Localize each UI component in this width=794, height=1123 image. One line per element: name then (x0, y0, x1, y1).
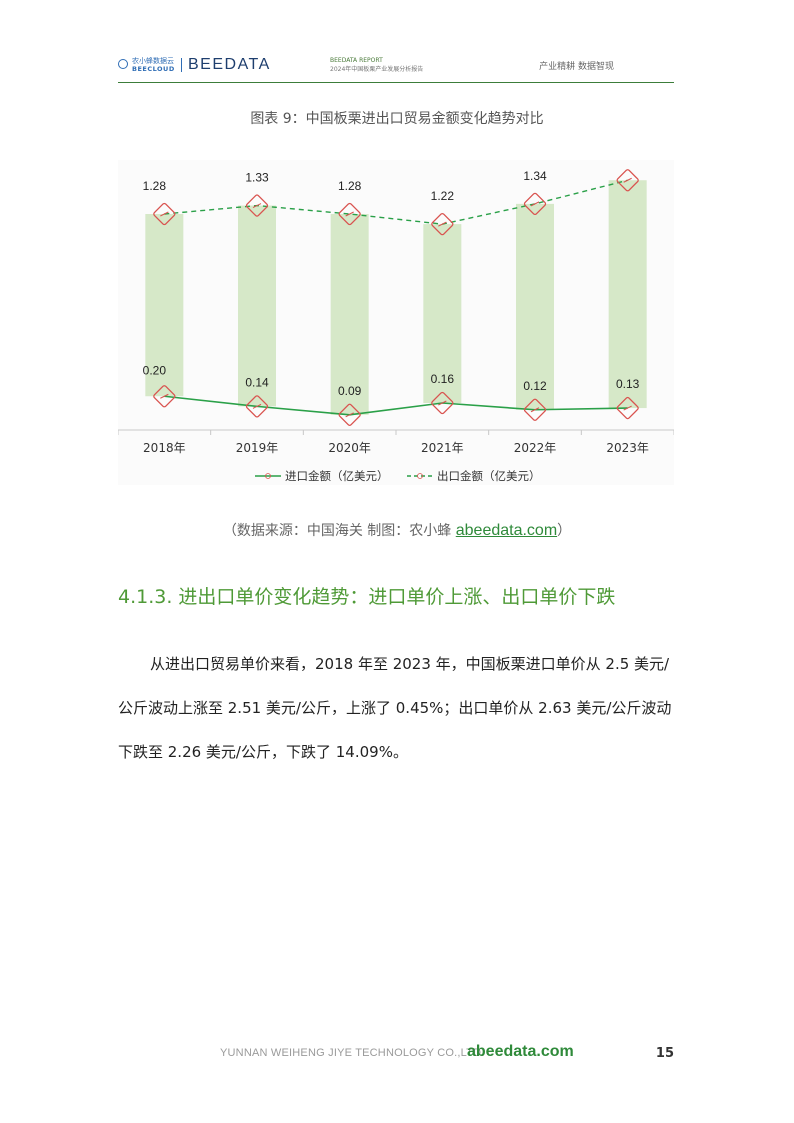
logo-divider (181, 58, 182, 72)
import-data-label: 0.09 (338, 384, 362, 398)
import-data-label: 0.12 (523, 379, 547, 393)
chart-background (118, 160, 674, 485)
import-point-marker-stroke (345, 412, 354, 418)
export-point-marker-stroke (160, 211, 169, 217)
export-data-label: 1.28 (338, 179, 362, 193)
export-data-label: 1.28 (143, 179, 167, 193)
logo-en-text: BEECLOUD (132, 65, 175, 73)
header-tagline: 产业精耕 数据智现 (539, 62, 614, 72)
export-point-marker (616, 169, 639, 192)
report-title: BEEDATA REPORT 2024年中国板栗产业发展分析报告 (330, 56, 423, 74)
export-point-marker (431, 212, 454, 236)
import-point-marker (616, 396, 639, 420)
export-data-label: 1.33 (245, 171, 269, 185)
export-point-marker-stroke (438, 221, 447, 227)
source-text: （数据来源：中国海关 制图：农小蜂 (222, 523, 456, 539)
range-bar (423, 224, 462, 403)
export-data-label: 1.22 (431, 189, 455, 203)
footer-company: YUNNAN WEIHENG JIYE TECHNOLOGY CO.,LTD. (220, 1047, 485, 1059)
footer-site-link[interactable]: abeedata.com (467, 1043, 574, 1060)
logo: 农小蜂数据云 BEECLOUD (132, 57, 175, 73)
export-point-marker (523, 192, 547, 216)
range-bar (238, 205, 276, 407)
x-tick-label: 2023年 (606, 441, 649, 455)
section-heading: 4.1.3. 进出口单价变化趋势：进口单价上涨、出口单价下跌 (118, 586, 616, 608)
import-point-marker (431, 391, 454, 415)
import-point-marker (338, 403, 361, 426)
source-close: ） (557, 523, 572, 539)
range-bar (608, 180, 647, 409)
series-line-export (164, 179, 628, 225)
export-point-marker-stroke (345, 211, 354, 217)
body-paragraph: 从进出口贸易单价来看，2018 年至 2023 年，中国板栗进口单价从 2.5 … (118, 642, 678, 774)
bee-logo-icon (118, 59, 128, 69)
range-bar (516, 203, 554, 410)
legend-export-marker (417, 473, 423, 479)
export-point-marker-stroke (530, 201, 540, 207)
logo-cn-text: 农小蜂数据云 (132, 57, 174, 65)
range-bar (330, 214, 369, 415)
page-number: 15 (655, 1046, 674, 1061)
import-point-marker-stroke (530, 407, 540, 413)
brand-name: BEEDATA (188, 56, 271, 73)
page-header: 农小蜂数据云 BEECLOUD BEEDATA BEEDATA REPORT 2… (118, 52, 674, 83)
report-line-1: BEEDATA REPORT (330, 57, 383, 64)
chart-svg: 1.28 0.20 1.33 0.14 1.28 0.09 1.22 0.16 1.34 0.12… (118, 160, 674, 485)
import-point-marker (245, 395, 269, 418)
import-point-marker-stroke (438, 400, 447, 406)
series-line-import (164, 395, 628, 416)
import-data-label: 0.16 (431, 372, 455, 386)
paragraph-text: 从进出口贸易单价来看，2018 年至 2023 年，中国板栗进口单价从 2.5 … (118, 655, 672, 761)
import-data-label: 0.20 (143, 363, 167, 377)
export-point-marker (245, 194, 269, 217)
export-point-marker-stroke (623, 177, 632, 183)
legend-import-marker (265, 473, 271, 479)
import-point-marker (153, 385, 176, 408)
figure-title: 图表 9：中国板栗进出口贸易金额变化趋势对比 (250, 111, 544, 127)
export-data-label: 1.34 (523, 169, 547, 183)
export-point-marker (338, 202, 361, 226)
export-point-marker-stroke (252, 203, 262, 209)
x-tick-label: 2019年 (236, 441, 279, 455)
x-tick-label: 2021年 (421, 441, 464, 455)
import-data-label: 0.13 (616, 377, 640, 391)
import-data-label: 0.14 (245, 375, 269, 389)
range-bar (145, 214, 184, 397)
x-tick-label: 2018年 (143, 441, 186, 455)
import-point-marker-stroke (160, 393, 169, 399)
legend-import-label: 进口金额（亿美元） (285, 469, 389, 483)
trade-chart: 1.28 0.20 1.33 0.14 1.28 0.09 1.22 0.16 1.34 0.12… (118, 160, 674, 490)
figure-source: （数据来源：中国海关 制图：农小蜂 abeedata.com） (0, 520, 794, 540)
report-line-2: 2024年中国板栗产业发展分析报告 (330, 66, 424, 73)
export-point-marker (153, 202, 176, 226)
x-tick-label: 2020年 (328, 441, 371, 455)
import-point-marker (523, 398, 547, 421)
import-point-marker-stroke (252, 403, 262, 409)
source-link[interactable]: abeedata.com (455, 522, 558, 539)
import-point-marker-stroke (623, 405, 632, 411)
legend-export-label: 出口金额（亿美元） (437, 469, 541, 483)
x-tick-label: 2022年 (514, 441, 557, 455)
